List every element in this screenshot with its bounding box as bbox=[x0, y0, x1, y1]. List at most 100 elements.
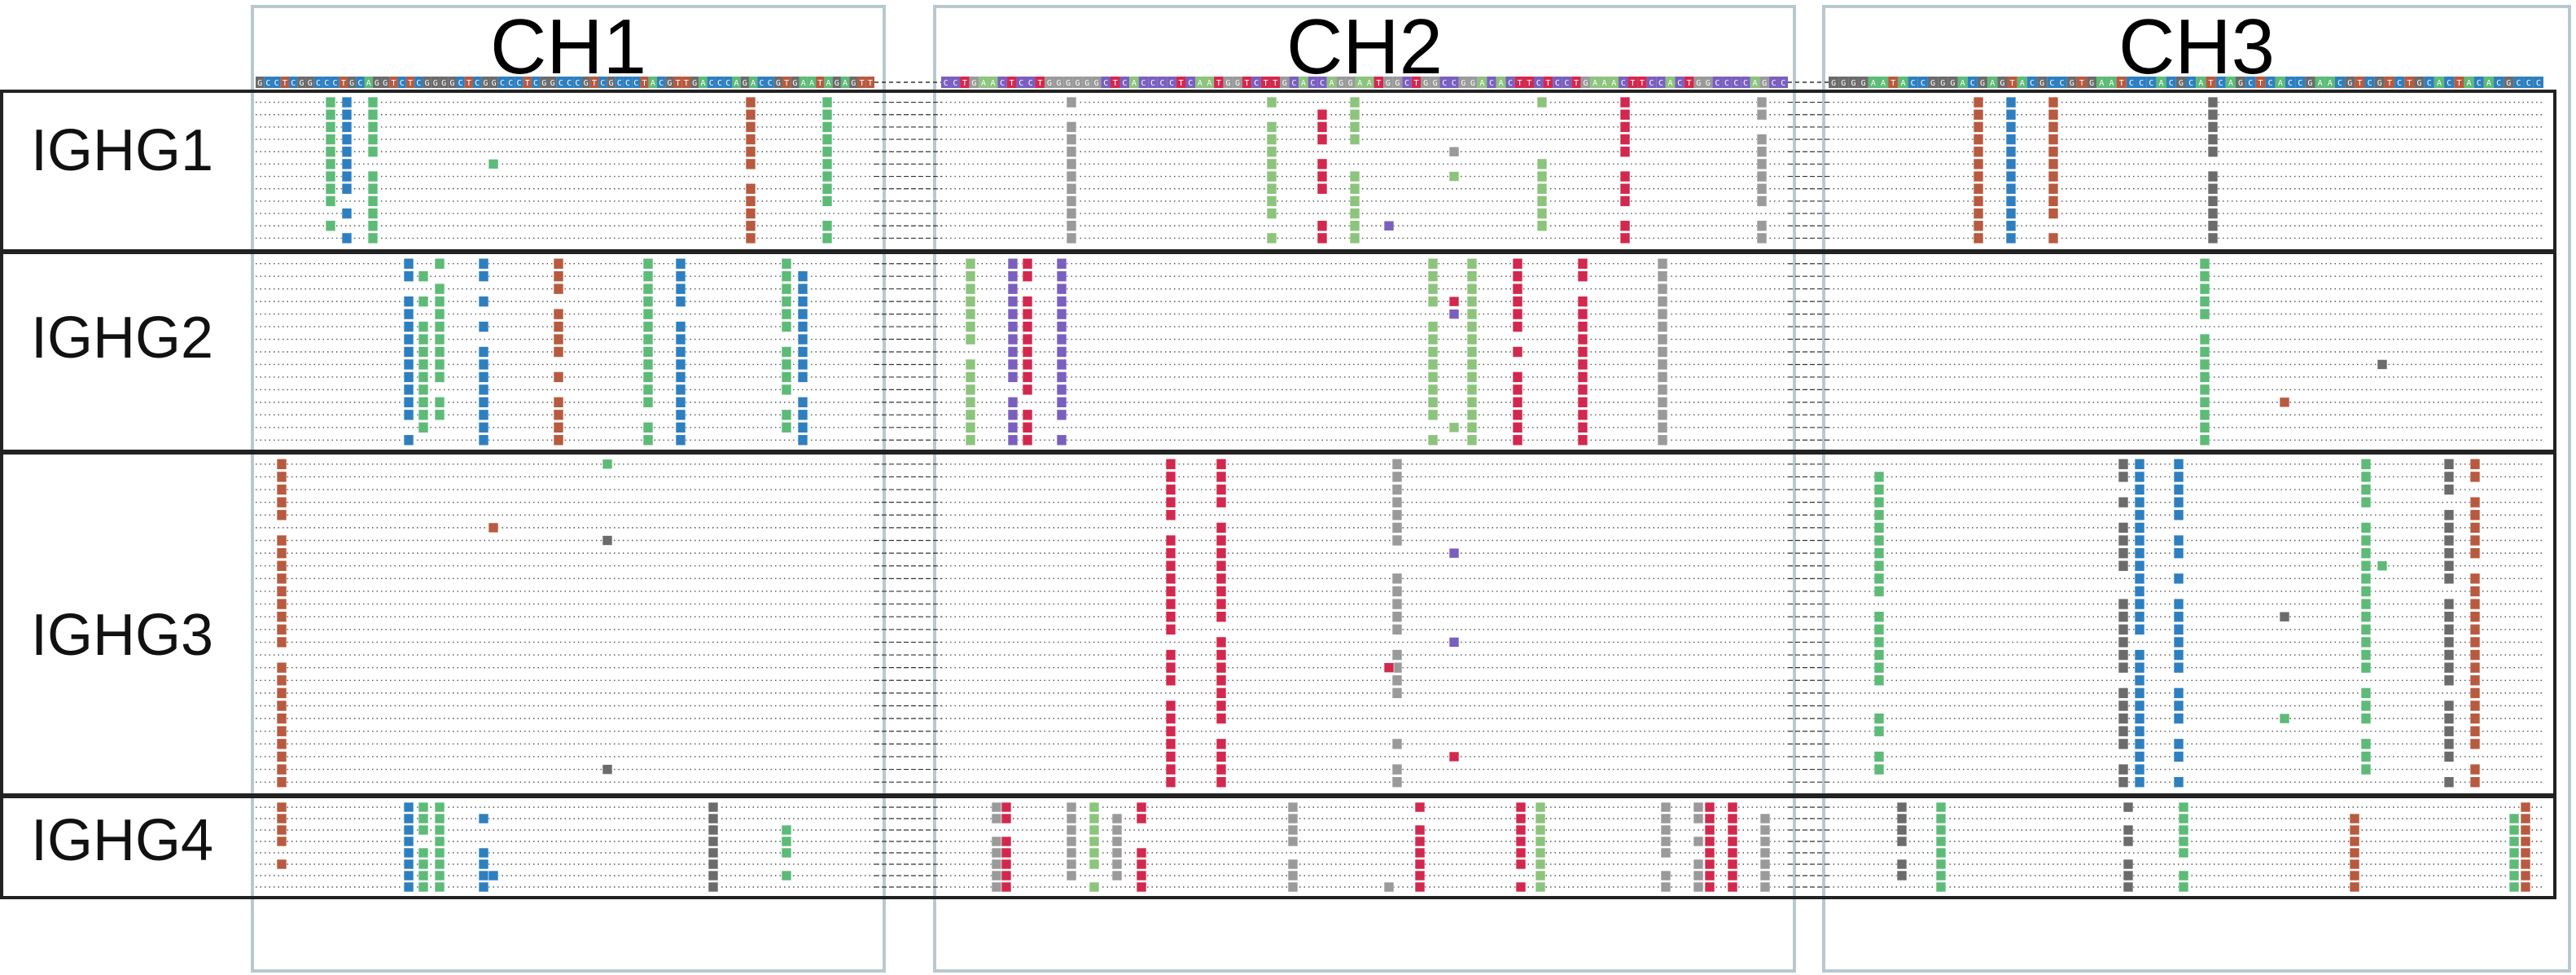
variant-base bbox=[276, 738, 287, 750]
consensus-base bbox=[1101, 77, 1111, 88]
consensus-base bbox=[289, 77, 298, 88]
variant-base bbox=[1287, 859, 1299, 870]
consensus-base bbox=[816, 77, 825, 88]
consensus-base bbox=[1045, 77, 1054, 88]
variant-base bbox=[1427, 283, 1439, 295]
variant-base bbox=[2123, 870, 2134, 881]
variant-base bbox=[434, 283, 445, 295]
variant-base bbox=[675, 421, 686, 433]
consensus-base bbox=[1392, 77, 1403, 88]
consensus-base bbox=[1185, 77, 1195, 88]
consensus-base-letter: C bbox=[458, 79, 463, 88]
variant-base bbox=[1266, 182, 1277, 195]
consensus-base-letter: A bbox=[1207, 79, 1211, 88]
consensus-base bbox=[356, 77, 365, 88]
consensus-base bbox=[1326, 77, 1337, 88]
variant-base bbox=[1466, 421, 1478, 433]
consensus-base bbox=[1562, 77, 1572, 88]
consensus-base bbox=[699, 77, 708, 88]
consensus-base bbox=[1741, 77, 1750, 88]
variant-base bbox=[2048, 108, 2059, 121]
consensus-base bbox=[1927, 77, 1939, 88]
variant-base bbox=[1165, 484, 1176, 495]
variant-base bbox=[2123, 859, 2134, 870]
variant-base bbox=[1873, 471, 1885, 483]
sporadic-variant bbox=[1383, 662, 1395, 673]
consensus-base bbox=[673, 77, 682, 88]
consensus-base-letter: C bbox=[659, 79, 664, 88]
variant-base bbox=[1066, 195, 1077, 207]
variant-base bbox=[1066, 96, 1077, 108]
variant-base bbox=[325, 108, 336, 121]
variant-base bbox=[1704, 802, 1715, 813]
consensus-base bbox=[2225, 77, 2236, 88]
variant-base bbox=[276, 751, 287, 762]
consensus-base-letter: G bbox=[2238, 79, 2243, 88]
consensus-base bbox=[979, 77, 988, 88]
consensus-base-letter: C bbox=[1781, 79, 1785, 88]
variant-base bbox=[1066, 859, 1077, 870]
variant-base bbox=[276, 624, 287, 635]
sporadic-variant bbox=[2377, 359, 2388, 370]
variant-base bbox=[1056, 397, 1067, 408]
variant-base bbox=[1427, 371, 1439, 383]
variant-base bbox=[2469, 522, 2481, 534]
variant-base bbox=[1427, 434, 1439, 446]
variant-base bbox=[1660, 836, 1671, 847]
variant-base bbox=[675, 296, 686, 307]
consensus-base-letter: C bbox=[1150, 79, 1155, 88]
variant-base bbox=[1619, 134, 1631, 145]
variant-base bbox=[276, 509, 287, 521]
consensus-base-letter: G bbox=[1706, 79, 1711, 88]
variant-base bbox=[2469, 738, 2481, 750]
consensus-base-letter: T bbox=[642, 79, 647, 88]
variant-base bbox=[2207, 220, 2219, 232]
consensus-base bbox=[456, 77, 465, 88]
variant-base bbox=[367, 121, 379, 133]
consensus-base bbox=[757, 77, 766, 88]
consensus-base bbox=[272, 77, 281, 88]
variant-base bbox=[1466, 333, 1478, 345]
variant-base bbox=[2178, 836, 2189, 847]
variant-base bbox=[1466, 321, 1478, 332]
consensus-base-letter: C bbox=[2337, 79, 2342, 88]
consensus-base-letter: T bbox=[676, 79, 681, 88]
variant-base bbox=[2360, 636, 2372, 648]
variant-base bbox=[403, 881, 414, 893]
consensus-base bbox=[2057, 77, 2067, 88]
variant-base bbox=[2469, 661, 2481, 674]
variant-base bbox=[2123, 836, 2134, 847]
variant-base bbox=[434, 836, 445, 847]
variant-base bbox=[1535, 881, 1546, 893]
variant-base bbox=[1007, 421, 1019, 433]
consensus-base-letter: C bbox=[2536, 79, 2541, 88]
consensus-base-letter: C bbox=[1122, 79, 1127, 88]
variant-base bbox=[965, 397, 976, 408]
variant-base bbox=[276, 836, 287, 847]
variant-base bbox=[341, 170, 353, 182]
consensus-base bbox=[2404, 77, 2415, 88]
variant-base bbox=[2118, 738, 2129, 750]
variant-base bbox=[821, 108, 833, 121]
consensus-base-letter: A bbox=[1960, 79, 1965, 88]
variant-base bbox=[276, 813, 287, 824]
variant-base bbox=[418, 802, 429, 813]
variant-base bbox=[1466, 308, 1478, 320]
variant-base bbox=[2134, 611, 2145, 622]
consensus-base-letter: C bbox=[1404, 79, 1409, 88]
variant-base bbox=[2173, 509, 2184, 521]
consensus-base-letter: T bbox=[1216, 79, 1221, 88]
variant-base bbox=[1001, 847, 1012, 859]
consensus-base bbox=[840, 77, 850, 88]
variant-base bbox=[2520, 836, 2531, 847]
consensus-base bbox=[2285, 77, 2296, 88]
variant-base bbox=[1414, 859, 1426, 870]
consensus-base-letter: C bbox=[1508, 79, 1513, 88]
consensus-base-letter: A bbox=[809, 79, 814, 88]
consensus-base-letter: G bbox=[835, 79, 839, 88]
variant-base bbox=[1022, 421, 1033, 433]
variant-base bbox=[2118, 636, 2129, 648]
variant-base bbox=[1001, 813, 1012, 824]
variant-base bbox=[2134, 560, 2145, 572]
variant-base bbox=[2173, 611, 2184, 622]
